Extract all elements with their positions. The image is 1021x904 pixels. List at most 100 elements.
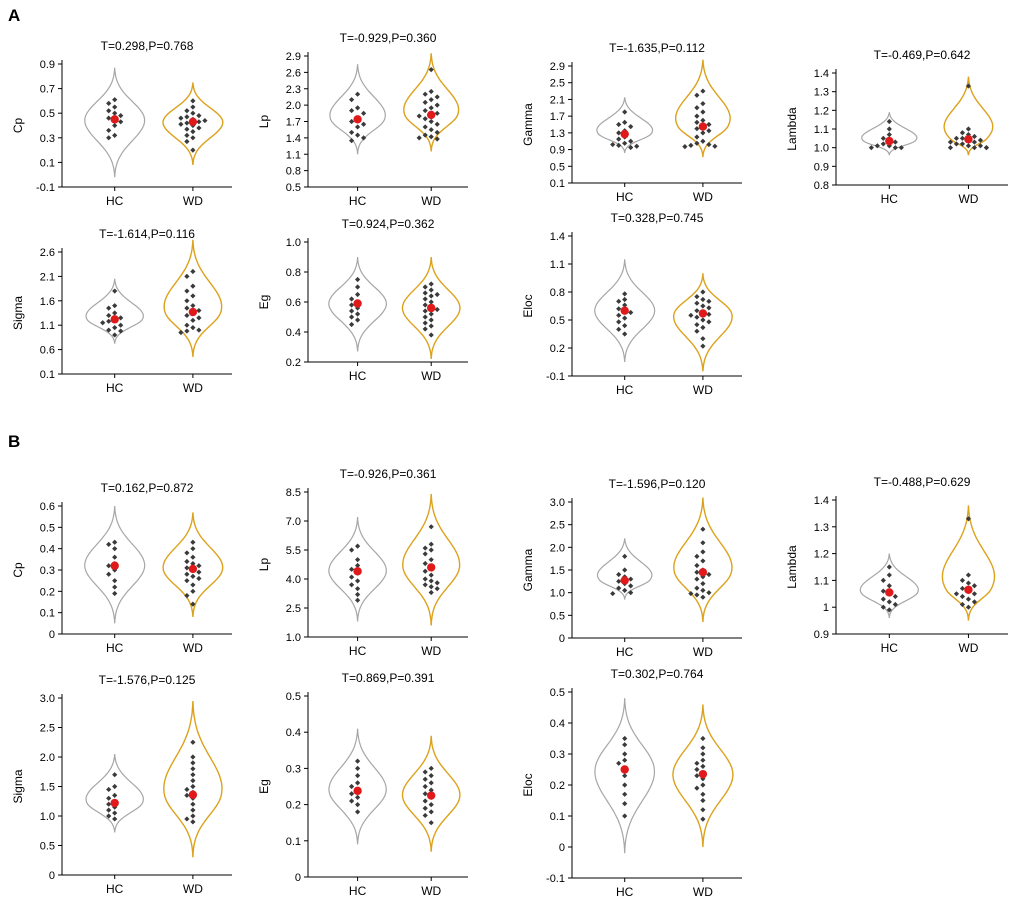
data-point-wd-c13-8 [694, 773, 700, 779]
data-point-wd-c6-16 [694, 328, 700, 334]
chart-a-lambda: 0.8 0.9 1.0 1.1 1.2 1.3 1.4 HC WD Lambda T=-0.469,… [785, 48, 1008, 206]
violin-wd [941, 505, 996, 621]
data-point-wd-c13-3 [700, 757, 706, 763]
y-tick-label: 1.5 [40, 782, 55, 794]
data-point-wd-c11-11 [190, 801, 196, 807]
x-tick-label-hc: HC [106, 882, 124, 896]
data-point-wd-c4-12 [190, 317, 196, 323]
data-point-hc-c10-1 [886, 572, 892, 578]
y-tick-label: 0.8 [286, 166, 301, 178]
data-point-hc-c3-6 [880, 141, 886, 147]
data-point-hc-c11-4 [106, 795, 112, 801]
mean-marker-wd [427, 791, 436, 800]
data-point-wd-c12-7 [422, 791, 428, 797]
data-point-hc-c8-4 [349, 566, 355, 572]
data-point-hc-c1-0 [355, 91, 361, 97]
data-point-wd-c2-12 [700, 130, 706, 136]
data-point-wd-c0-11 [178, 121, 184, 127]
data-point-hc-c0-8 [118, 119, 124, 125]
data-point-wd-c6-10 [688, 312, 694, 318]
data-point-wd-c7-7 [184, 565, 190, 571]
data-point-wd-c10-11 [971, 599, 978, 605]
data-point-hc-c10-0 [886, 564, 892, 570]
x-tick-label-hc: HC [616, 645, 634, 659]
data-point-wd-c1-7 [428, 105, 434, 111]
y-tick-label: 0.8 [550, 287, 565, 299]
mean-marker-wd [698, 568, 708, 577]
mean-marker-hc [353, 299, 362, 308]
data-point-wd-c11-4 [190, 772, 196, 778]
data-point-hc-c2-1 [622, 119, 628, 126]
data-point-hc-c13-6 [622, 773, 628, 779]
data-point-hc-c11-0 [112, 772, 118, 778]
data-point-wd-c2-6 [700, 117, 706, 123]
data-point-wd-c8-0 [428, 524, 434, 530]
data-point-hc-c9-7 [628, 583, 634, 589]
y-tick-label: 7.0 [286, 516, 301, 528]
y-tick-label: 2.3 [286, 84, 301, 96]
data-point-hc-c9-0 [622, 553, 628, 559]
data-point-wd-c0-4 [196, 113, 202, 119]
y-axis-label: Lp [257, 115, 271, 129]
mean-marker-hc [620, 129, 629, 139]
data-point-wd-c8-6 [422, 560, 428, 567]
y-tick-label: 0.9 [40, 59, 55, 71]
mean-marker-hc [885, 136, 894, 146]
y-tick-label: 0.3 [286, 763, 301, 775]
data-point-wd-c1-17 [434, 129, 440, 136]
data-point-hc-c12-6 [349, 791, 355, 797]
violin-wd [162, 82, 224, 165]
data-point-hc-c7-7 [106, 571, 112, 577]
x-tick-label-wd: WD [183, 194, 203, 208]
data-point-hc-c13-2 [622, 751, 628, 757]
y-axis-label: Sigma [11, 296, 25, 330]
y-axis-label: Lp [257, 558, 271, 572]
x-tick-label-hc: HC [881, 641, 899, 655]
data-point-wd-c1-2 [422, 91, 428, 97]
data-point-wd-c7-11 [190, 573, 196, 579]
y-tick-label: 1.0 [814, 143, 829, 155]
data-point-wd-c9-1 [700, 540, 706, 546]
data-point-wd-c0-14 [184, 126, 190, 132]
x-tick-label-hc: HC [349, 644, 367, 658]
data-point-hc-c10-11 [886, 607, 892, 613]
chart-title: T=0.869,P=0.391 [342, 671, 435, 685]
data-point-wd-c4-0 [190, 268, 196, 275]
mean-marker-hc [620, 576, 629, 585]
data-point-hc-c3-9 [892, 145, 898, 151]
data-point-hc-c8-8 [349, 582, 355, 588]
data-point-hc-c13-0 [622, 735, 628, 742]
violin-wd [401, 735, 461, 852]
data-point-wd-c10-1 [965, 572, 972, 578]
data-point-wd-c13-14 [700, 807, 706, 813]
data-point-wd-c10-8 [953, 591, 960, 597]
y-tick-label: 2.5 [550, 78, 565, 90]
data-point-wd-c1-12 [422, 116, 428, 122]
data-point-hc-c2-9 [622, 140, 628, 146]
data-point-wd-c2-3 [694, 105, 700, 111]
y-axis-label: Eg [257, 779, 271, 794]
chart-a-eloc: -0.1 0.2 0.5 0.8 1.1 1.4 HC WD Eloc T=0.328,P=0.7… [521, 211, 742, 397]
data-point-wd-c7-17 [190, 601, 196, 607]
mean-marker-wd [188, 307, 198, 317]
data-point-wd-c5-16 [428, 323, 434, 329]
violin-hc [328, 517, 387, 622]
data-point-hc-c13-4 [616, 760, 622, 766]
data-point-wd-c10-5 [959, 585, 966, 592]
y-tick-label: 2.9 [550, 61, 565, 73]
x-tick-label-wd: WD [183, 641, 203, 655]
data-point-wd-c5-4 [434, 291, 440, 298]
data-point-wd-c7-4 [184, 558, 190, 565]
mean-marker-wd [698, 769, 708, 779]
y-tick-label: 1.0 [286, 632, 301, 644]
y-tick-label: 1.4 [550, 231, 565, 243]
violin-wd [672, 273, 733, 372]
data-point-wd-c0-9 [196, 119, 202, 125]
violin-hc [328, 256, 388, 352]
data-point-hc-c5-11 [349, 321, 355, 328]
data-point-wd-c7-9 [196, 569, 202, 575]
data-point-hc-c10-6 [892, 593, 898, 600]
data-point-wd-c8-15 [434, 586, 440, 592]
y-tick-label: 0 [49, 870, 55, 882]
data-point-wd-c13-6 [694, 766, 700, 773]
